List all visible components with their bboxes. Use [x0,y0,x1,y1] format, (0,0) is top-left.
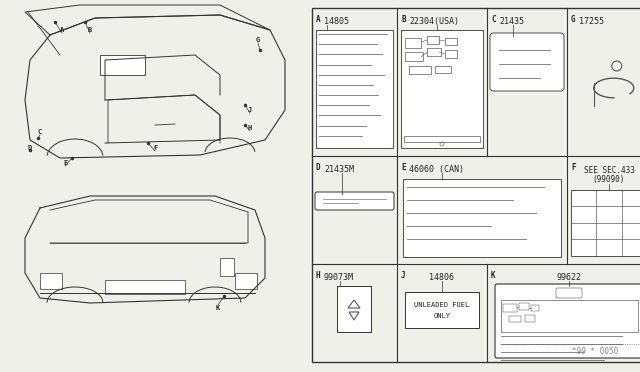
Text: H: H [248,125,252,131]
Text: C: C [38,129,42,135]
Text: G: G [571,15,575,24]
Bar [519,303,529,310]
Text: ONLY: ONLY [433,313,451,319]
FancyBboxPatch shape [315,192,394,210]
Bar [427,48,441,56]
Text: SEE SEC.433: SEE SEC.433 [584,166,634,175]
Text: 21435M: 21435M [324,165,354,174]
Bar [235,273,257,289]
Text: C: C [491,15,495,24]
Text: D: D [28,145,32,151]
Text: 99073M: 99073M [324,273,354,282]
Text: (99090): (99090) [593,175,625,184]
Text: G: G [256,37,260,43]
Bar [405,52,423,61]
Bar [525,315,535,322]
Text: K: K [491,271,495,280]
Bar [312,8,640,362]
Bar [403,179,561,257]
FancyBboxPatch shape [490,33,564,91]
Text: 99622: 99622 [557,273,582,282]
Bar [105,280,185,294]
Text: J: J [401,271,406,280]
Text: A: A [60,27,64,33]
Text: D: D [316,163,321,172]
Bar [435,66,451,73]
Text: A: A [316,15,321,24]
Text: 22304(USA): 22304(USA) [409,17,459,26]
Text: E: E [63,160,67,166]
Text: B: B [401,15,406,24]
Text: F: F [153,145,157,151]
Bar [220,258,234,276]
Bar [427,36,439,44]
Bar [531,305,539,311]
Bar [337,286,371,332]
Text: 14805: 14805 [324,17,349,26]
Text: ^99 * 0050: ^99 * 0050 [572,347,618,356]
Bar [405,38,421,48]
Bar [316,30,393,148]
Bar [405,292,479,328]
Text: 21435: 21435 [499,17,524,26]
Bar [404,136,480,142]
Text: UNLEADED FUEL: UNLEADED FUEL [414,302,470,308]
Text: B: B [88,27,92,33]
FancyBboxPatch shape [495,284,640,358]
Text: 46060 (CAN): 46060 (CAN) [409,165,464,174]
Bar [409,66,431,74]
Text: 14806: 14806 [429,273,454,282]
Text: F: F [571,163,575,172]
Bar [445,50,457,58]
Text: K: K [216,305,220,311]
Text: H: H [316,271,321,280]
Text: 17255: 17255 [579,17,604,26]
Bar [100,55,145,75]
Bar [503,304,517,312]
FancyBboxPatch shape [556,288,582,298]
Bar [401,30,483,148]
Bar [40,273,62,289]
Bar [509,316,521,322]
Bar [445,38,457,45]
Text: J: J [248,107,252,113]
Text: E: E [401,163,406,172]
Bar [501,300,638,332]
Bar [571,190,640,256]
